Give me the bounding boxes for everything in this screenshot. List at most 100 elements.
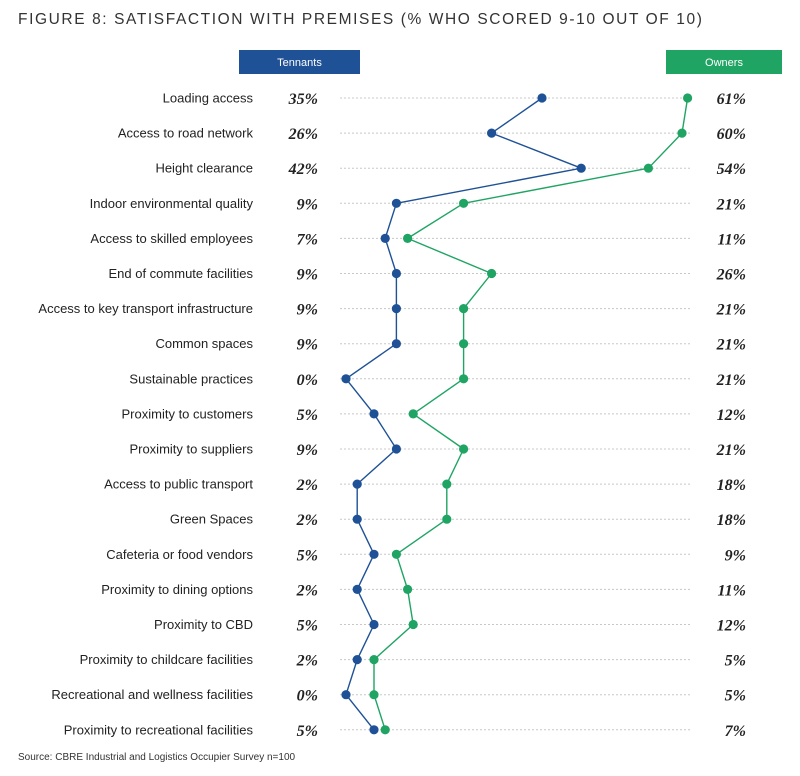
category-labels: Loading access Access to road network Heig… bbox=[38, 91, 253, 738]
owners-point-common-spaces bbox=[459, 339, 469, 349]
owners-point-access-to-road-network bbox=[677, 128, 687, 138]
owners-point-proximity-to-dining-options bbox=[403, 584, 413, 595]
category-label-proximity-to-suppliers: Proximity to suppliers bbox=[129, 442, 253, 457]
tennants-value-indoor-environmental-quality: 9% bbox=[297, 196, 318, 213]
owners-value-access-to-road-network: 60% bbox=[717, 126, 746, 143]
tennants-value-access-to-road-network: 26% bbox=[288, 126, 318, 143]
tennants-point-proximity-to-dining-options bbox=[352, 584, 362, 595]
category-label-proximity-to-cbd: Proximity to CBD bbox=[154, 617, 253, 632]
owners-value-access-to-key-transport-infrastructure: 21% bbox=[716, 302, 746, 319]
owners-point-proximity-to-recreational-facilities bbox=[380, 725, 390, 735]
owners-value-common-spaces: 21% bbox=[716, 337, 746, 354]
tennants-value-access-to-skilled-employees: 7% bbox=[297, 231, 318, 248]
owners-value-sustainable-practices: 21% bbox=[716, 372, 746, 389]
owners-value-cafeteria-or-food-vendors: 9% bbox=[725, 547, 746, 564]
owners-point-height-clearance bbox=[643, 163, 654, 173]
category-label-proximity-to-childcare-facilities: Proximity to childcare facilities bbox=[80, 652, 254, 667]
tennants-point-sustainable-practices bbox=[341, 374, 351, 384]
owners-value-proximity-to-dining-options: 11% bbox=[718, 582, 746, 599]
owners-point-access-to-public-transport bbox=[442, 479, 452, 489]
tennants-value-proximity-to-suppliers: 9% bbox=[297, 442, 318, 459]
tennants-point-indoor-environmental-quality bbox=[391, 198, 401, 208]
tennants-value-common-spaces: 9% bbox=[297, 337, 318, 354]
tennants-point-loading-access bbox=[537, 93, 547, 103]
tennants-value-sustainable-practices: 0% bbox=[297, 372, 318, 389]
tennants-point-proximity-to-suppliers bbox=[391, 444, 401, 454]
tennants-point-green-spaces bbox=[352, 514, 362, 524]
owners-point-proximity-to-cbd bbox=[408, 619, 418, 630]
legend-owners: Owners bbox=[666, 50, 782, 74]
tennants-point-proximity-to-childcare-facilities bbox=[352, 655, 362, 665]
category-label-end-of-commute-facilities: End of commute facilities bbox=[108, 266, 253, 281]
tennants-value-height-clearance: 42% bbox=[288, 161, 318, 178]
category-label-indoor-environmental-quality: Indoor environmental quality bbox=[90, 196, 254, 211]
category-label-green-spaces: Green Spaces bbox=[170, 512, 254, 527]
owners-point-loading-access bbox=[683, 93, 693, 103]
tennants-value-access-to-public-transport: 2% bbox=[296, 477, 318, 494]
tennants-value-loading-access: 35% bbox=[288, 91, 318, 108]
series-points bbox=[341, 93, 693, 735]
category-label-loading-access: Loading access bbox=[163, 91, 254, 106]
owners-point-access-to-skilled-employees bbox=[403, 233, 413, 243]
legend-tennants-label: Tennants bbox=[277, 57, 322, 69]
tennants-point-common-spaces bbox=[391, 339, 401, 349]
source-note: Source: CBRE Industrial and Logistics Oc… bbox=[18, 752, 296, 763]
owners-value-proximity-to-recreational-facilities: 7% bbox=[725, 723, 746, 740]
gridlines bbox=[340, 97, 692, 731]
category-label-proximity-to-dining-options: Proximity to dining options bbox=[101, 582, 253, 597]
owners-value-indoor-environmental-quality: 21% bbox=[716, 196, 746, 213]
tennants-point-access-to-public-transport bbox=[352, 479, 362, 489]
owners-value-loading-access: 61% bbox=[717, 91, 746, 108]
category-label-proximity-to-recreational-facilities: Proximity to recreational facilities bbox=[64, 722, 254, 737]
tennants-point-access-to-road-network bbox=[487, 128, 497, 138]
legend-owners-swatch bbox=[666, 50, 782, 74]
tennants-value-proximity-to-customers: 5% bbox=[297, 407, 318, 424]
tennants-value-cafeteria-or-food-vendors: 5% bbox=[297, 547, 318, 564]
tennants-value-proximity-to-childcare-facilities: 2% bbox=[296, 653, 318, 670]
tennants-point-proximity-to-cbd bbox=[369, 619, 379, 630]
owners-value-green-spaces: 18% bbox=[717, 512, 746, 529]
tennants-value-proximity-to-recreational-facilities: 5% bbox=[297, 723, 318, 740]
category-label-cafeteria-or-food-vendors: Cafeteria or food vendors bbox=[106, 547, 253, 562]
category-label-sustainable-practices: Sustainable practices bbox=[129, 371, 253, 386]
owners-point-end-of-commute-facilities bbox=[487, 268, 497, 279]
legend-tennants-swatch bbox=[239, 50, 360, 74]
legend-tennants: Tennants bbox=[239, 50, 360, 74]
owners-point-indoor-environmental-quality bbox=[459, 198, 469, 208]
tennants-point-proximity-to-customers bbox=[369, 409, 379, 419]
tennants-point-end-of-commute-facilities bbox=[391, 268, 401, 279]
tennants-point-height-clearance bbox=[576, 163, 586, 173]
owners-value-proximity-to-suppliers: 21% bbox=[716, 442, 746, 459]
owners-value-proximity-to-childcare-facilities: 5% bbox=[725, 653, 746, 670]
chart-title: FIGURE 8: SATISFACTION WITH PREMISES (% … bbox=[18, 11, 704, 28]
owners-point-cafeteria-or-food-vendors bbox=[391, 549, 401, 559]
tennants-value-proximity-to-dining-options: 2% bbox=[296, 582, 318, 599]
tennants-point-access-to-skilled-employees bbox=[380, 233, 390, 243]
owners-value-access-to-public-transport: 18% bbox=[717, 477, 746, 494]
category-label-access-to-key-transport-infrastructure: Access to key transport infrastructure bbox=[38, 301, 253, 316]
category-label-access-to-road-network: Access to road network bbox=[118, 126, 254, 141]
tennants-value-recreational-and-wellness-facilities: 0% bbox=[297, 688, 318, 705]
tennants-value-end-of-commute-facilities: 9% bbox=[297, 267, 318, 284]
owners-value-labels: 61% 60% 54% 21% 11% 26% 21% 21% 21% 12% 21% 18% 18% 9… bbox=[716, 91, 746, 740]
owners-value-height-clearance: 54% bbox=[717, 161, 746, 178]
category-label-height-clearance: Height clearance bbox=[155, 161, 253, 176]
category-label-recreational-and-wellness-facilities: Recreational and wellness facilities bbox=[51, 687, 253, 702]
owners-value-end-of-commute-facilities: 26% bbox=[716, 267, 746, 284]
category-label-proximity-to-customers: Proximity to customers bbox=[122, 406, 254, 421]
category-label-access-to-skilled-employees: Access to skilled employees bbox=[90, 231, 253, 246]
owners-value-recreational-and-wellness-facilities: 5% bbox=[725, 688, 746, 705]
owners-point-proximity-to-customers bbox=[408, 409, 418, 419]
owners-point-access-to-key-transport-infrastructure bbox=[459, 304, 469, 314]
owners-value-access-to-skilled-employees: 11% bbox=[718, 231, 746, 248]
tennants-value-proximity-to-cbd: 5% bbox=[297, 618, 318, 635]
owners-point-green-spaces bbox=[442, 514, 452, 524]
owners-value-proximity-to-customers: 12% bbox=[717, 407, 746, 424]
tennants-value-access-to-key-transport-infrastructure: 9% bbox=[297, 302, 318, 319]
tennants-point-cafeteria-or-food-vendors bbox=[369, 549, 379, 559]
tennants-point-access-to-key-transport-infrastructure bbox=[391, 304, 401, 314]
legend-owners-label: Owners bbox=[705, 57, 743, 69]
owners-point-recreational-and-wellness-facilities bbox=[369, 690, 379, 700]
owners-point-proximity-to-childcare-facilities bbox=[369, 655, 379, 665]
